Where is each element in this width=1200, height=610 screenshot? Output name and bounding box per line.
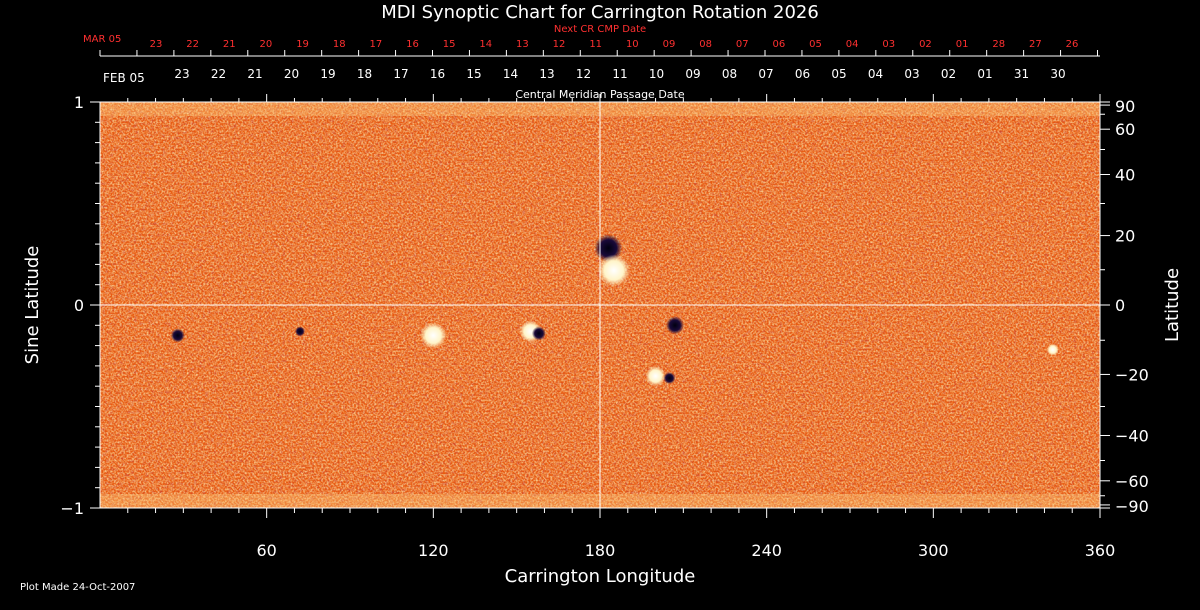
y-right-tick-label: 20 <box>1115 227 1135 246</box>
next-cr-label: Next CR CMP Date <box>554 24 646 35</box>
next-cr-date-label: 20 <box>260 39 273 50</box>
x-tick-label: 60 <box>256 541 276 560</box>
plot-area <box>99 101 1101 509</box>
cmp-date-label: 17 <box>393 67 408 81</box>
y-right-tick-label: 0 <box>1115 296 1125 315</box>
next-cr-date-label: 11 <box>589 39 602 50</box>
x-tick-label: 120 <box>418 541 449 560</box>
y-left-tick-label: 1 <box>74 93 84 112</box>
y-right-tick-label: −40 <box>1115 426 1149 445</box>
x-axis: 60 120 180 240 300 360 <box>127 94 1116 560</box>
active-regions <box>170 234 1059 387</box>
next-cr-date-label: 12 <box>553 39 566 50</box>
cmp-date-label: 07 <box>758 67 773 81</box>
next-cr-date-label: 02 <box>919 39 932 50</box>
cmp-date-label: 21 <box>247 67 262 81</box>
y-axis-left-label: Sine Latitude <box>22 246 43 365</box>
next-cr-date-label: 13 <box>516 39 529 50</box>
cmp-date-label: 05 <box>831 67 846 81</box>
next-cr-start: MAR 05 <box>83 34 121 45</box>
cmp-date-label: 22 <box>211 67 226 81</box>
x-tick-label: 300 <box>918 541 949 560</box>
next-cr-date-label: 27 <box>1029 39 1042 50</box>
x-tick-label: 240 <box>751 541 782 560</box>
next-cr-date-label: 26 <box>1066 39 1079 50</box>
y-right-tick-label: 90 <box>1115 97 1135 116</box>
y-left-tick-label: −1 <box>60 499 84 518</box>
cmp-date-label: 13 <box>539 67 554 81</box>
next-cr-date-label: 06 <box>773 39 786 50</box>
y-right-tick-label: −90 <box>1115 497 1149 516</box>
cmp-date-label: 30 <box>1050 67 1065 81</box>
cmp-date-label: 01 <box>977 67 992 81</box>
cmp-start: FEB 05 <box>103 71 145 85</box>
y-right-tick-label: −20 <box>1115 365 1149 384</box>
active-region-positive <box>597 254 630 287</box>
cmp-date-labels: 23 22 21 20 19 18 17 16 15 14 13 12 11 10 09 08 07 06 05 04… <box>174 67 1065 81</box>
plot-made-note: Plot Made 24-Oct-2007 <box>20 582 135 593</box>
next-cr-date-label: 08 <box>699 39 712 50</box>
next-cr-date-label: 04 <box>846 39 859 50</box>
next-cr-date-label: 10 <box>626 39 639 50</box>
next-cr-date-label: 23 <box>150 39 163 50</box>
cmp-date-label: 14 <box>503 67 518 81</box>
active-region-positive <box>420 322 447 349</box>
cmp-date-label: 12 <box>576 67 591 81</box>
active-region-negative <box>295 326 305 337</box>
next-cr-date-label: 01 <box>956 39 969 50</box>
cmp-date-label: 03 <box>904 67 919 81</box>
cmp-date-label: 11 <box>612 67 627 81</box>
cmp-date-label: 15 <box>466 67 481 81</box>
next-cr-date-label: 05 <box>809 39 822 50</box>
cmp-date-label: 16 <box>430 67 445 81</box>
next-cr-date-label: 15 <box>443 39 456 50</box>
cmp-date-label: 08 <box>722 67 737 81</box>
y-right-tick-label: −60 <box>1115 472 1149 491</box>
cmp-date-label: 19 <box>320 67 335 81</box>
y-axis-right-label: Latitude <box>1162 268 1183 342</box>
next-cr-date-label: 14 <box>479 39 492 50</box>
cmp-date-label: 06 <box>795 67 810 81</box>
next-cr-date-label: 18 <box>333 39 346 50</box>
cmp-date-label: 20 <box>284 67 299 81</box>
active-region-positive <box>1046 343 1059 356</box>
next-cr-date-label: 17 <box>369 39 382 50</box>
active-region-negative <box>663 372 676 385</box>
cmp-date-label: 09 <box>685 67 700 81</box>
cmp-date-label: 10 <box>649 67 664 81</box>
x-tick-label: 360 <box>1085 541 1116 560</box>
cmp-date-label: 02 <box>941 67 956 81</box>
next-cr-date-labels: 23 22 21 20 19 18 17 16 15 14 13 12 11 10 09 08 07 06 05 04… <box>150 39 1079 50</box>
active-region-negative <box>666 316 684 335</box>
active-region-negative <box>170 328 185 343</box>
next-cr-date-label: 28 <box>992 39 1005 50</box>
x-tick-label: 180 <box>585 541 616 560</box>
y-left-tick-label: 0 <box>74 296 84 315</box>
chart-title: MDI Synoptic Chart for Carrington Rotati… <box>381 2 819 23</box>
active-region-positive <box>645 366 666 387</box>
next-cr-date-label: 21 <box>223 39 236 50</box>
next-cr-date-label: 09 <box>663 39 676 50</box>
cmp-date-label: 04 <box>868 67 883 81</box>
cmp-date-label: 31 <box>1014 67 1029 81</box>
cmp-date-label: 18 <box>357 67 372 81</box>
next-cr-date-label: 16 <box>406 39 419 50</box>
next-cr-date-label: 07 <box>736 39 749 50</box>
next-cr-date-label: 19 <box>296 39 309 50</box>
x-axis-label: Carrington Longitude <box>505 566 696 587</box>
top-axis-ticks <box>99 50 1100 57</box>
y-axis-right: 90 60 40 20 0 −20 −40 −60 −90 <box>1100 97 1149 516</box>
y-right-tick-label: 40 <box>1115 166 1135 185</box>
active-region-negative <box>531 326 546 341</box>
y-axis-left: 1 0 −1 <box>60 93 100 518</box>
next-cr-date-label: 03 <box>882 39 895 50</box>
next-cr-date-label: 22 <box>186 39 199 50</box>
cmp-date-label: 23 <box>174 67 189 81</box>
y-right-tick-label: 60 <box>1115 120 1135 139</box>
